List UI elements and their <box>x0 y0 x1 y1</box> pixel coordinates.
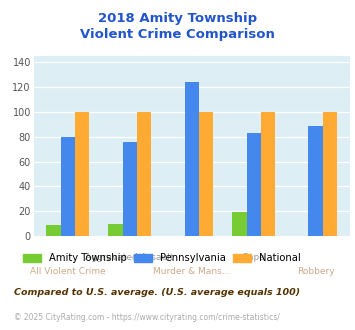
Bar <box>261 112 275 236</box>
Bar <box>308 125 323 236</box>
Bar <box>61 137 75 236</box>
Bar <box>75 112 89 236</box>
Bar <box>232 213 246 236</box>
Bar <box>108 223 122 236</box>
Text: Violent Crime Comparison: Violent Crime Comparison <box>80 28 275 41</box>
Legend: Amity Township, Pennsylvania, National: Amity Township, Pennsylvania, National <box>19 249 305 267</box>
Text: Murder & Mans...: Murder & Mans... <box>153 267 230 276</box>
Bar <box>246 133 261 236</box>
Text: Aggravated Assault: Aggravated Assault <box>86 253 174 262</box>
Text: All Violent Crime: All Violent Crime <box>30 267 106 276</box>
Bar <box>323 112 337 236</box>
Text: 2018 Amity Township: 2018 Amity Township <box>98 12 257 24</box>
Bar <box>137 112 151 236</box>
Text: Compared to U.S. average. (U.S. average equals 100): Compared to U.S. average. (U.S. average … <box>14 287 300 297</box>
Text: © 2025 CityRating.com - https://www.cityrating.com/crime-statistics/: © 2025 CityRating.com - https://www.city… <box>14 313 280 322</box>
Bar <box>199 112 213 236</box>
Bar <box>185 82 199 236</box>
Bar <box>122 142 137 236</box>
Bar <box>47 225 61 236</box>
Text: Rape: Rape <box>242 253 265 262</box>
Text: Robbery: Robbery <box>297 267 334 276</box>
